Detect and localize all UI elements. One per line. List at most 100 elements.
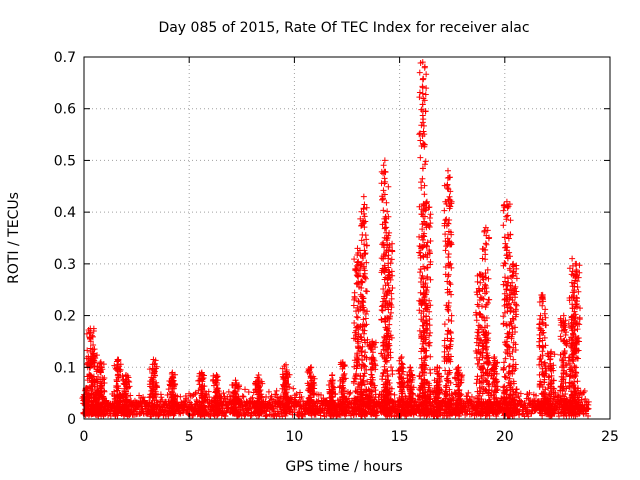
data-point — [500, 222, 507, 229]
data-point — [416, 131, 423, 138]
data-point — [504, 204, 511, 211]
data-point — [386, 269, 393, 276]
data-point — [368, 392, 375, 399]
data-point — [445, 273, 452, 280]
data-point — [352, 375, 359, 382]
data-point — [582, 395, 589, 402]
data-point — [317, 412, 324, 419]
data-point — [501, 373, 508, 380]
data-point — [490, 391, 497, 398]
data-point — [507, 387, 514, 394]
data-point — [510, 404, 517, 411]
data-point — [115, 372, 122, 379]
data-point — [481, 317, 488, 324]
data-point — [350, 399, 357, 406]
data-point — [503, 286, 510, 293]
data-point — [446, 205, 453, 212]
data-point — [381, 225, 388, 232]
data-point — [159, 397, 166, 404]
data-point — [369, 338, 376, 345]
data-point — [525, 413, 532, 420]
data-point — [372, 391, 379, 398]
data-point — [340, 361, 347, 368]
data-point — [383, 355, 390, 362]
data-point — [167, 390, 174, 397]
data-point — [410, 391, 417, 398]
data-point — [317, 391, 324, 398]
data-point — [416, 89, 423, 96]
data-point — [416, 373, 423, 380]
data-point — [493, 394, 500, 401]
data-point — [433, 388, 440, 395]
data-point — [386, 400, 393, 407]
data-point — [214, 406, 221, 413]
data-point — [512, 308, 519, 315]
data-point — [388, 256, 395, 263]
data-point — [360, 307, 367, 314]
data-point — [444, 306, 451, 313]
data-point — [445, 228, 452, 235]
data-point — [423, 71, 430, 78]
data-point — [479, 272, 486, 279]
data-point — [154, 402, 161, 409]
data-point — [484, 350, 491, 357]
data-point — [482, 304, 489, 311]
data-point — [427, 366, 434, 373]
data-point — [384, 367, 391, 374]
data-point — [503, 301, 510, 308]
data-point — [500, 359, 507, 366]
data-point — [206, 394, 213, 401]
data-point — [197, 409, 204, 416]
data-point — [122, 402, 129, 409]
data-point — [339, 365, 346, 372]
data-point — [421, 191, 428, 198]
data-point — [400, 402, 407, 409]
data-point — [222, 410, 229, 417]
data-point — [419, 108, 426, 115]
data-point — [423, 224, 430, 231]
data-point — [254, 395, 261, 402]
data-point — [83, 407, 90, 414]
data-point — [282, 377, 289, 384]
data-point — [399, 368, 406, 375]
data-point — [381, 157, 388, 164]
data-point — [368, 371, 375, 378]
data-point — [448, 291, 455, 298]
data-point — [423, 242, 430, 249]
data-point — [398, 353, 405, 360]
data-point — [456, 387, 463, 394]
data-point — [123, 398, 130, 405]
data-point — [351, 256, 358, 263]
data-point — [336, 410, 343, 417]
data-point — [445, 371, 452, 378]
data-point — [351, 293, 358, 300]
data-point — [476, 288, 483, 295]
data-point — [360, 193, 367, 200]
data-point — [476, 296, 483, 303]
data-point — [89, 403, 96, 410]
data-point — [418, 355, 425, 362]
data-point — [512, 324, 519, 331]
data-point — [423, 199, 430, 206]
data-point — [385, 183, 392, 190]
data-point — [485, 354, 492, 361]
data-point — [283, 394, 290, 401]
data-point — [481, 281, 488, 288]
data-point — [419, 133, 426, 140]
data-point — [235, 410, 242, 417]
data-point — [524, 404, 531, 411]
data-point — [311, 403, 318, 410]
data-point — [282, 361, 289, 368]
data-point — [484, 399, 491, 406]
data-point — [367, 410, 374, 417]
data-point — [507, 307, 514, 314]
data-point — [329, 383, 336, 390]
data-point — [362, 349, 369, 356]
data-point — [423, 264, 430, 271]
data-point — [384, 292, 391, 299]
data-point — [417, 382, 424, 389]
data-point — [423, 85, 430, 92]
data-point — [358, 388, 365, 395]
data-point — [418, 179, 425, 186]
data-point — [358, 237, 365, 244]
